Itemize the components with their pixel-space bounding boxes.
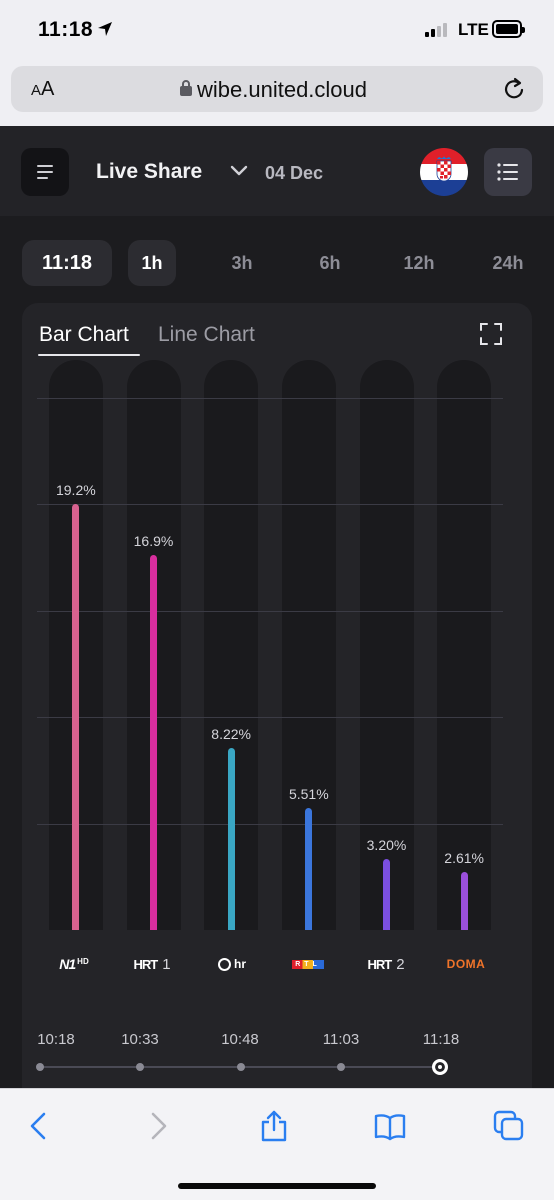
bar-value-label: 2.61% <box>444 850 484 867</box>
channel-logo-hrt1: HRT 1 <box>133 955 171 973</box>
timeline-point[interactable] <box>337 1063 345 1071</box>
tab-bar-chart[interactable]: Bar Chart <box>39 323 129 346</box>
bar-value-label: 8.22% <box>211 725 251 742</box>
bar-value-label: 19.2% <box>55 482 96 499</box>
chevron-down-icon[interactable] <box>230 164 248 178</box>
channel-logo-hrt2: HRT 2 <box>367 955 405 973</box>
range-tab-3h[interactable]: 3h <box>231 252 253 273</box>
fullscreen-icon[interactable] <box>480 323 502 345</box>
tab-line-chart[interactable]: Line Chart <box>158 323 255 346</box>
gridline <box>37 504 503 506</box>
bar-nova-tv[interactable] <box>227 747 235 930</box>
bar-n1-hd[interactable] <box>72 504 80 930</box>
status-time: 11:18 <box>38 18 94 41</box>
channel-logo-doma: DOMA <box>446 957 486 971</box>
timeline-label: 10:33 <box>121 1031 159 1048</box>
gridline <box>37 398 503 399</box>
home-indicator <box>178 1183 376 1189</box>
range-tab-6h[interactable]: 6h <box>319 252 341 273</box>
nova-circle-icon <box>218 957 231 971</box>
channel-logo-n1: N1 HD <box>59 956 89 972</box>
address-bar[interactable]: AAAA wibe.united.cloud <box>11 66 543 112</box>
cellular-signal-icon <box>425 23 447 37</box>
range-tab-12h[interactable]: 12h <box>403 252 435 273</box>
menu-button[interactable] <box>21 148 69 196</box>
lock-icon <box>180 80 192 96</box>
reload-icon[interactable] <box>501 76 527 102</box>
gridline <box>37 823 503 825</box>
network-type: LTE <box>458 20 489 39</box>
tabs-icon[interactable] <box>492 1109 526 1143</box>
timeline-label: 10:18 <box>37 1031 75 1048</box>
gridline <box>37 610 503 612</box>
app-header: Live Share 04 Dec <box>0 126 554 216</box>
bar-chart-plot: 19.2% 16.9% 8.22% 5.51% 3.20% 2.61% <box>37 355 503 930</box>
list-view-button[interactable] <box>484 148 532 196</box>
timeline-point[interactable] <box>36 1063 44 1071</box>
app-content: Live Share 04 Dec <box>0 126 554 1088</box>
list-icon <box>497 163 518 181</box>
timeline-point[interactable] <box>237 1063 245 1071</box>
page-title: Live Share <box>96 160 203 183</box>
range-tab-24h[interactable]: 24h <box>492 252 524 273</box>
bar-value-label: 3.20% <box>366 837 407 854</box>
bar-track <box>437 360 492 930</box>
active-tab-indicator <box>38 354 140 356</box>
forward-icon[interactable] <box>141 1109 175 1143</box>
channel-logo-rtl: RTL <box>278 956 338 972</box>
share-icon[interactable] <box>257 1109 291 1143</box>
bar-rtl[interactable] <box>305 807 313 930</box>
bar-track <box>359 360 414 930</box>
timeline-point[interactable] <box>136 1063 144 1071</box>
croatia-flag-icon[interactable] <box>420 148 468 196</box>
current-time-chip[interactable]: 11:18 <box>22 240 112 286</box>
chart-card: Bar Chart Line Chart 19.2% 16.9% 8.22% 5.51… <box>22 303 532 1088</box>
timeline-label: 10:48 <box>221 1031 259 1048</box>
gridline <box>37 717 503 719</box>
back-icon[interactable] <box>22 1109 56 1143</box>
location-arrow-icon <box>98 22 112 36</box>
timeline-label: 11:18 <box>422 1031 460 1048</box>
text-size-button[interactable]: AAAA <box>31 78 55 100</box>
timeline-label: 11:03 <box>322 1031 360 1048</box>
bar-value-label: 5.51% <box>288 785 329 802</box>
browser-address-area: AAAA wibe.united.cloud <box>0 60 554 126</box>
timeline-handle[interactable] <box>432 1059 448 1075</box>
range-tab-1h[interactable]: 1h <box>128 240 176 286</box>
bar-doma[interactable] <box>460 872 468 930</box>
date-selector[interactable]: 04 Dec <box>265 163 324 183</box>
status-bar: 11:18 LTE <box>0 0 554 60</box>
url-text: wibe.united.cloud <box>197 77 368 102</box>
bar-hrt-2[interactable] <box>383 859 390 930</box>
browser-toolbar <box>0 1088 554 1200</box>
channel-logo-nova: hr <box>202 956 262 972</box>
battery-icon <box>492 20 525 38</box>
bar-hrt-1[interactable] <box>150 555 157 930</box>
bookmarks-icon[interactable] <box>373 1109 407 1143</box>
bar-value-label: 16.9% <box>133 533 174 550</box>
